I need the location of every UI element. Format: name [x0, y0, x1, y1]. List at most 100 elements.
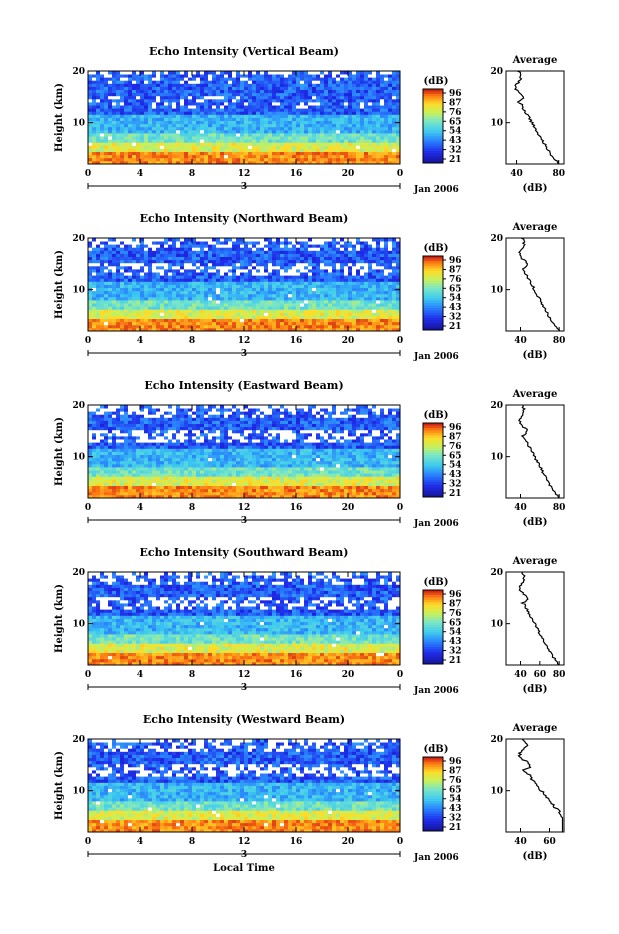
heatmap-cell [116, 266, 120, 270]
heatmap-cell [376, 158, 380, 162]
heatmap-cell [180, 124, 184, 128]
heatmap-cell [132, 275, 136, 279]
heatmap-cell [268, 111, 272, 115]
heatmap-cell [124, 111, 128, 115]
heatmap-cell [216, 250, 220, 254]
heatmap-cell [260, 158, 264, 162]
heatmap-cell [320, 124, 324, 128]
heatmap-cell [220, 118, 224, 122]
heatmap-cell [220, 303, 224, 307]
heatmap-cell [312, 133, 316, 137]
heatmap-cell [364, 294, 368, 298]
heatmap-cell [152, 93, 156, 97]
heatmap-cell [280, 149, 284, 153]
heatmap-cell [388, 127, 392, 131]
heatmap-cell [364, 241, 368, 245]
heatmap-cell [384, 244, 388, 248]
heatmap-cell [204, 247, 208, 251]
heatmap-cell [392, 77, 396, 81]
heatmap-cell [392, 241, 396, 245]
heatmap-cell [96, 294, 100, 298]
heatmap-cell [140, 121, 144, 125]
heatmap-cell [172, 130, 176, 134]
heatmap-cell [124, 288, 128, 292]
heatmap-cell [112, 291, 116, 295]
heatmap-cell [108, 294, 112, 298]
heatmap-cell [168, 306, 172, 310]
heatmap-cell [108, 142, 112, 146]
heatmap-cell [152, 121, 156, 125]
heatmap-cell [380, 127, 384, 131]
heatmap-cell [104, 306, 108, 310]
heatmap-cell [224, 244, 228, 248]
heatmap-cell [128, 136, 132, 140]
heatmap-cell [176, 99, 180, 103]
profile-y-tick-label: 10 [490, 119, 503, 129]
heatmap-cell [228, 139, 232, 143]
heatmap-cell [392, 145, 396, 149]
heatmap-cell [308, 93, 312, 97]
heatmap-cell [296, 303, 300, 307]
heatmap-cell [376, 121, 380, 125]
heatmap-cell [196, 99, 200, 103]
heatmap-cell [260, 254, 264, 258]
heatmap-cell [352, 238, 356, 242]
heatmap-cell [268, 99, 272, 103]
heatmap-cell [348, 250, 352, 254]
heatmap-cell [224, 247, 228, 251]
heatmap-cell [272, 247, 276, 251]
heatmap-cell [164, 250, 168, 254]
heatmap-cell [148, 136, 152, 140]
heatmap-cell [152, 275, 156, 279]
heatmap-cell [328, 325, 332, 329]
heatmap-cell [316, 111, 320, 115]
heatmap-cell [228, 303, 232, 307]
heatmap-cell [260, 124, 264, 128]
heatmap-cell [140, 247, 144, 251]
heatmap-cell [96, 102, 100, 106]
heatmap-cell [108, 77, 112, 81]
heatmap-cell [392, 102, 396, 106]
heatmap-cell [388, 266, 392, 270]
heatmap-cell [272, 244, 276, 248]
heatmap-cell [332, 260, 336, 264]
heatmap-cell [212, 306, 216, 310]
heatmap-cell [236, 102, 240, 106]
heatmap-cell [208, 257, 212, 261]
heatmap-cell [184, 127, 188, 131]
heatmap-cell [312, 285, 316, 289]
heatmap-cell [300, 155, 304, 159]
heatmap-cell [376, 74, 380, 78]
heatmap-cell [284, 133, 288, 137]
heatmap-cell [348, 306, 352, 310]
heatmap-cell [300, 105, 304, 109]
heatmap-cell [100, 254, 104, 258]
heatmap-cell [164, 316, 168, 320]
heatmap-cell [120, 133, 124, 137]
heatmap-cell [280, 254, 284, 258]
heatmap-cell [256, 278, 260, 282]
heatmap-cell [368, 87, 372, 91]
heatmap-cell [172, 322, 176, 326]
heatmap-cell [320, 133, 324, 137]
heatmap-cell [128, 102, 132, 106]
heatmap-cell [216, 133, 220, 137]
heatmap-cell [332, 244, 336, 248]
heatmap-cell [300, 257, 304, 261]
heatmap-cell [220, 133, 224, 137]
heatmap-cell [224, 278, 228, 282]
heatmap-cell [380, 244, 384, 248]
heatmap-cell [168, 111, 172, 115]
heatmap-cell [260, 325, 264, 329]
heatmap-cell [284, 142, 288, 146]
heatmap-cell [380, 309, 384, 313]
heatmap-cell [180, 74, 184, 78]
heatmap-cell [312, 250, 316, 254]
heatmap-cell [216, 285, 220, 289]
heatmap-cell [288, 99, 292, 103]
heatmap-cell [96, 77, 100, 81]
heatmap-cell [388, 275, 392, 279]
heatmap-cell [320, 152, 324, 156]
heatmap-cell [360, 133, 364, 137]
heatmap-cell [228, 300, 232, 304]
